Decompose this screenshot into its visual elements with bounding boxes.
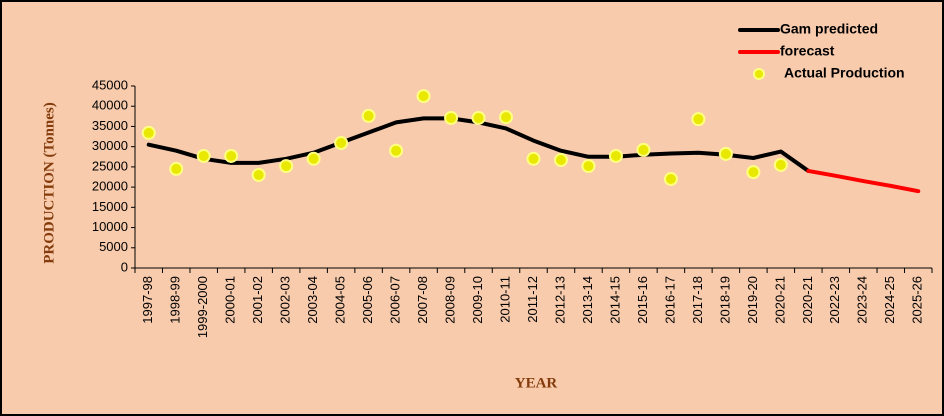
series-line <box>806 168 921 194</box>
x-tick-label: 2008-09 <box>442 276 457 324</box>
legend-label: Actual Production <box>784 65 905 81</box>
x-tick-label: 2000-01 <box>223 276 238 324</box>
data-point <box>141 125 156 140</box>
y-tick-label: 10000 <box>92 219 128 234</box>
data-point <box>499 110 514 125</box>
data-point <box>416 89 431 104</box>
x-tick-label: 2007-08 <box>415 276 430 324</box>
data-point <box>773 157 788 172</box>
x-axis-title: YEAR <box>515 375 558 391</box>
x-tick-label: 2016-17 <box>662 276 677 324</box>
y-tick-label: 25000 <box>92 158 128 173</box>
x-tick-label: 2025-26 <box>910 276 925 324</box>
y-tick-label: 45000 <box>92 77 128 92</box>
legend-label: forecast <box>780 43 835 59</box>
data-point <box>279 159 294 174</box>
x-tick-label: 2017-18 <box>690 276 705 324</box>
legend-label: Gam predicted <box>780 21 878 37</box>
y-tick-label: 40000 <box>92 98 128 113</box>
y-tick-label: 30000 <box>92 138 128 153</box>
data-point <box>306 151 321 166</box>
data-point <box>718 146 733 161</box>
x-tick-label: 1997-98 <box>140 276 155 324</box>
y-tick-label: 15000 <box>92 199 128 214</box>
x-tick-label: 2003-04 <box>305 276 320 324</box>
data-point <box>663 172 678 187</box>
x-tick-label: 2004-05 <box>333 276 348 324</box>
x-tick-label: 2009-10 <box>470 276 485 324</box>
x-tick-label: 2014-15 <box>607 276 622 324</box>
y-tick-label: 35000 <box>92 118 128 133</box>
data-point <box>471 110 486 125</box>
data-point <box>691 112 706 127</box>
x-tick-label: 2019-20 <box>745 276 760 324</box>
x-tick-label: 1998-99 <box>168 276 183 324</box>
x-tick-label: 2012-13 <box>552 276 567 324</box>
x-tick-label: 2013-14 <box>580 276 595 324</box>
data-point <box>526 151 541 166</box>
data-point <box>636 142 651 157</box>
x-tick-label: 2002-03 <box>278 276 293 324</box>
data-point <box>608 148 623 163</box>
x-tick-label: 2006-07 <box>388 276 403 324</box>
y-tick-label: 20000 <box>92 179 128 194</box>
data-point <box>444 110 459 125</box>
x-tick-label: 2001-02 <box>250 276 265 324</box>
x-tick-label: 2011-12 <box>525 276 540 323</box>
data-point <box>251 167 266 182</box>
data-point <box>553 153 568 168</box>
x-tick-label: 2023-24 <box>855 276 870 324</box>
data-point <box>196 148 211 163</box>
x-tick-label: 2018-19 <box>717 276 732 324</box>
legend-swatch <box>753 68 765 80</box>
data-point <box>361 108 376 123</box>
data-point <box>169 161 184 176</box>
y-axis-title: PRODUCTION (Tonnes) <box>41 102 57 264</box>
data-point <box>389 143 404 158</box>
data-point <box>581 159 596 174</box>
data-point <box>334 136 349 151</box>
data-point <box>224 148 239 163</box>
data-point <box>746 165 761 180</box>
x-tick-label: 1999-2000 <box>195 276 210 338</box>
x-tick-label: 2010-11 <box>497 276 512 323</box>
y-tick-label: 0 <box>121 259 128 274</box>
x-tick-label: 2020-21 <box>772 276 787 324</box>
x-tick-label: 2020-21 <box>800 276 815 324</box>
x-tick-label: 2015-16 <box>635 276 650 324</box>
x-tick-label: 2005-06 <box>360 276 375 324</box>
x-tick-label: 2022-23 <box>827 276 842 324</box>
x-tick-label: 2024-25 <box>882 276 897 324</box>
y-tick-label: 5000 <box>99 239 128 254</box>
